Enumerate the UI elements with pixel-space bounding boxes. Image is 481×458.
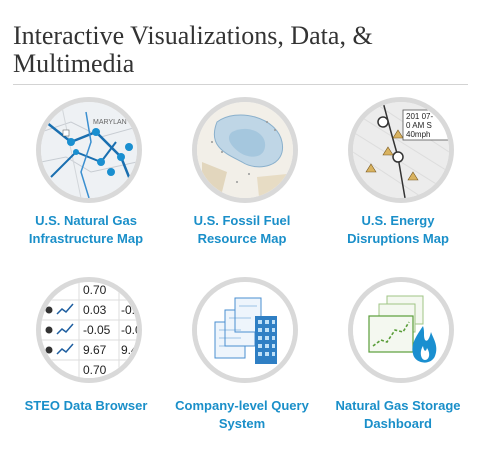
- fossil-fuel-map-thumbnail[interactable]: [192, 97, 298, 203]
- company-query-thumbnail[interactable]: [192, 277, 298, 383]
- steo-value-col2-3: 9.4: [121, 343, 137, 357]
- disruption-speed-label: 40mph: [406, 130, 430, 139]
- natural-gas-map-icon: MARYLAN: [41, 102, 137, 198]
- tile-label-line-2: Infrastructure Map: [28, 231, 144, 246]
- tile-label-line-1: U.S. Energy: [361, 213, 435, 228]
- page-title-line-2: Multimedia: [13, 49, 135, 78]
- tile-label[interactable]: U.S. Energy Disruptions Map: [320, 212, 476, 248]
- data-table-icon: 0.70 0.03 -0.05 9.67 0.70 -0.1 -0.06 9.4: [41, 282, 137, 378]
- steo-value-4: 0.70: [83, 363, 107, 377]
- steo-value-2: -0.05: [83, 323, 111, 337]
- steo-value-0: 0.70: [83, 283, 107, 297]
- tile-label-line-2: System: [218, 416, 266, 431]
- tile-label[interactable]: Natural Gas Storage Dashboard: [320, 397, 476, 433]
- title-divider: [13, 84, 468, 85]
- gas-storage-thumbnail[interactable]: [348, 277, 454, 383]
- tile-label-line-1: Company-level Query: [175, 398, 309, 413]
- tile-label-line-1: STEO Data Browser: [24, 398, 148, 413]
- tile-label-line-2: Dashboard: [364, 416, 432, 431]
- steo-value-col2-1: -0.1: [121, 303, 137, 317]
- steo-data-browser-thumbnail[interactable]: 0.70 0.03 -0.05 9.67 0.70 -0.1 -0.06 9.4: [36, 277, 142, 383]
- steo-value-1: 0.03: [83, 303, 107, 317]
- page-title-line-1: Interactive Visualizations, Data, &: [13, 21, 373, 50]
- gas-flame-chart-icon: [353, 282, 449, 378]
- steo-value-3: 9.67: [83, 343, 107, 357]
- building-query-icon: [197, 282, 293, 378]
- disruption-time-label: 201 07-: [406, 112, 433, 121]
- tile-label-line-2: Resource Map: [197, 231, 287, 246]
- tile-label[interactable]: U.S. Natural Gas Infrastructure Map: [8, 212, 164, 248]
- tile-label-line-2: Disruptions Map: [347, 231, 449, 246]
- energy-disruptions-map-thumbnail[interactable]: 201 07- 0 AM S 40mph: [348, 97, 454, 203]
- tile-label-line-1: U.S. Fossil Fuel: [193, 213, 291, 228]
- disruption-time-label-2: 0 AM S: [406, 121, 432, 130]
- page-title: Interactive Visualizations, Data, & Mult…: [13, 22, 473, 78]
- natural-gas-map-thumbnail[interactable]: MARYLAN: [36, 97, 142, 203]
- steo-value-col2-2: -0.06: [121, 323, 137, 337]
- energy-disruptions-map-icon: 201 07- 0 AM S 40mph: [353, 102, 449, 198]
- map-state-label: MARYLAN: [93, 119, 127, 126]
- tile-label-line-1: U.S. Natural Gas: [35, 213, 137, 228]
- tile-label-line-1: Natural Gas Storage: [335, 398, 461, 413]
- fossil-fuel-map-icon: [197, 102, 293, 198]
- tile-label[interactable]: U.S. Fossil Fuel Resource Map: [164, 212, 320, 248]
- tile-label[interactable]: Company-level Query System: [164, 397, 320, 433]
- tile-label[interactable]: STEO Data Browser: [8, 397, 164, 415]
